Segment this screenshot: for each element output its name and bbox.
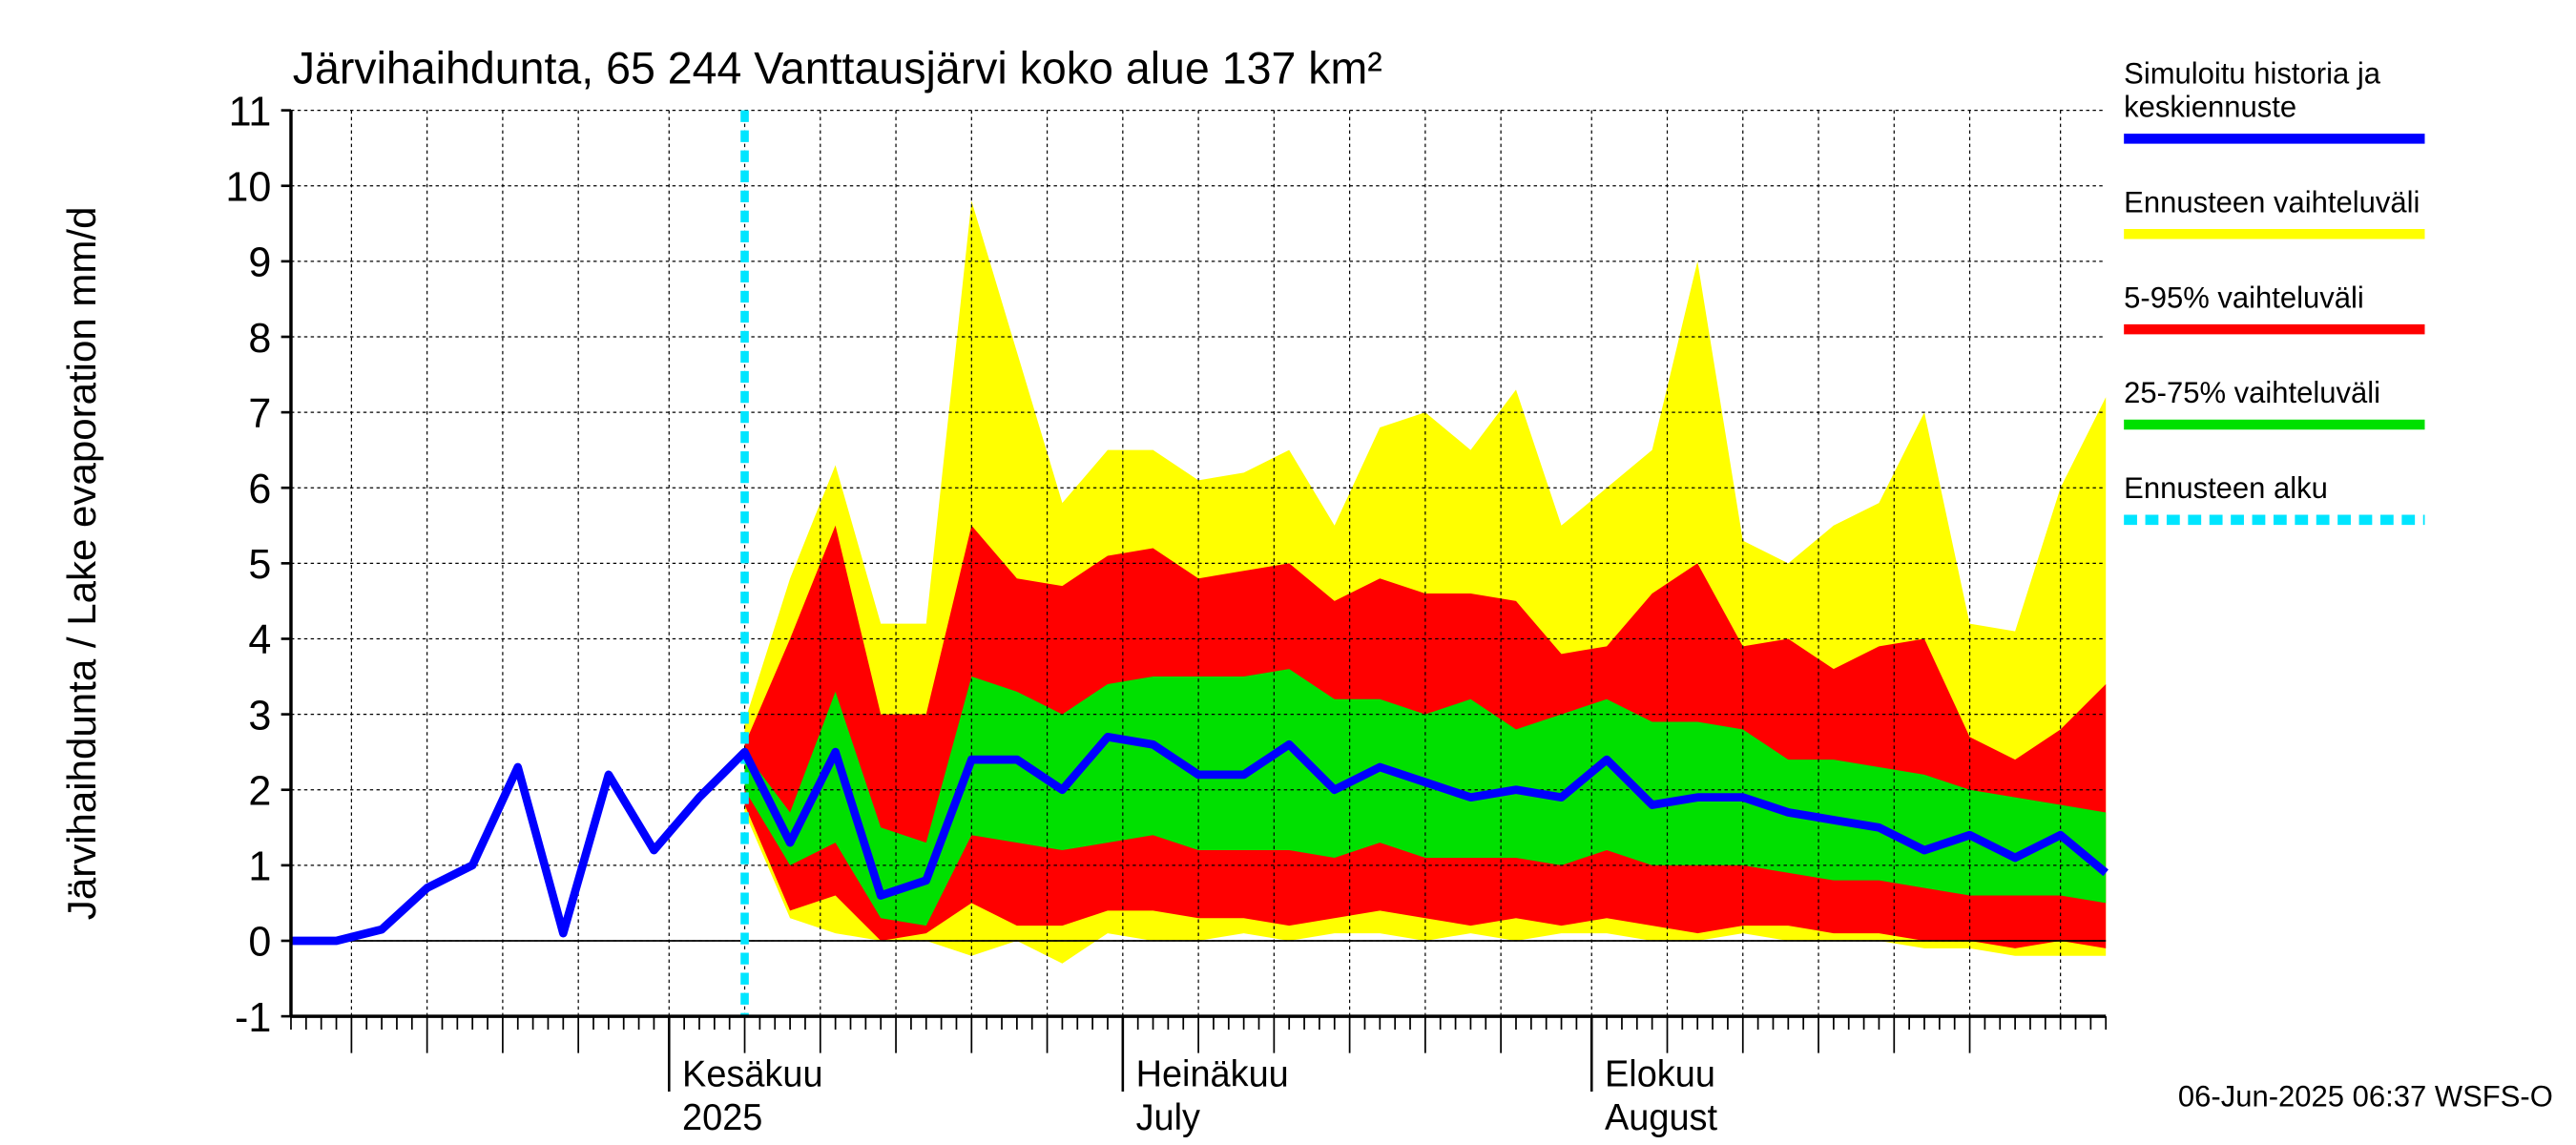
legend: Simuloitu historia ja keskiennuste Ennuste… xyxy=(2124,56,2425,526)
legend-label: 5-95% vaihteluväli xyxy=(2124,281,2364,314)
x-tick-label: Elokuu August xyxy=(1605,1053,1717,1138)
y-tick-label: 5 xyxy=(248,542,271,588)
y-tick-label: 3 xyxy=(248,693,271,739)
y-tick-label: 7 xyxy=(248,391,271,437)
y-tick-label: 8 xyxy=(248,315,271,361)
y-tick-label: 1 xyxy=(248,843,271,889)
y-axis-label: Järvihaihdunta / Lake evaporation mm/d xyxy=(59,207,104,921)
legend-label: 25-75% vaihteluväli xyxy=(2124,376,2380,409)
legend-label: Simuloitu historia ja keskiennuste xyxy=(2124,56,2380,123)
band-area xyxy=(744,669,2107,926)
y-tick-label: 0 xyxy=(248,919,271,965)
chart-title: Järvihaihdunta, 65 244 Vanttausjärvi kok… xyxy=(293,43,1382,93)
footer: 06-Jun-2025 06:37 WSFS-O xyxy=(2178,1079,2553,1113)
y-tick-label: 2 xyxy=(248,768,271,814)
y-tick-label: 6 xyxy=(248,467,271,512)
x-tick-label: Heinäkuu July xyxy=(1136,1053,1289,1138)
y-tick-label: 4 xyxy=(248,617,271,663)
y-tick-label: 10 xyxy=(225,164,271,210)
y-tick-label: -1 xyxy=(235,995,271,1041)
y-tick-label: 9 xyxy=(248,239,271,285)
x-tick-label: Kesäkuu 2025 xyxy=(682,1053,822,1138)
legend-label: Ennusteen alku xyxy=(2124,471,2328,505)
series-line xyxy=(290,732,2109,946)
y-tick-label: 11 xyxy=(229,89,272,135)
legend-label: Ennusteen vaihteluväli xyxy=(2124,185,2420,219)
